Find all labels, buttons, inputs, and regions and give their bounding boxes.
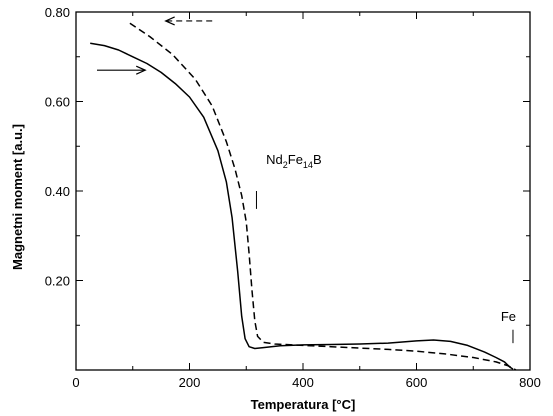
label-part: B (313, 152, 322, 167)
data-series (90, 22, 517, 371)
phase-label-fe: Fe (501, 309, 516, 324)
y-tick-label: 0.40 (45, 184, 70, 199)
subscript: 14 (303, 160, 313, 170)
y-tick-label: 0.80 (45, 5, 70, 20)
x-tick-label: 200 (179, 375, 201, 390)
x-tick-label: 0 (72, 375, 79, 390)
heating-arrow (96, 65, 147, 75)
x-axis-title: Temperatura [°C] (251, 397, 356, 412)
tick-marks (75, 11, 531, 371)
arrow-head (164, 16, 175, 26)
x-tick-label: 400 (292, 375, 314, 390)
x-tick-label: 800 (519, 375, 541, 390)
y-tick-label: 0.20 (45, 274, 70, 289)
cooling-arrow (164, 16, 213, 26)
plot-frame (75, 11, 531, 371)
label-part: Fe (288, 152, 303, 167)
y-tick-label: 0.60 (45, 95, 70, 110)
y-axis-title: Magnetni moment [a.u.] (10, 124, 25, 270)
phase-label-nd2fe14b: Nd2Fe14B (266, 152, 322, 170)
subscript: 2 (283, 160, 288, 170)
label-part: Nd (266, 152, 283, 167)
heating-curve-line (90, 42, 514, 370)
arrow-head (135, 65, 147, 75)
tick-labels: 0 200 400 600 800 0.20 0.40 0.60 0.80 (45, 5, 541, 390)
cooling-curve-line (129, 22, 517, 371)
x-tick-label: 600 (406, 375, 428, 390)
